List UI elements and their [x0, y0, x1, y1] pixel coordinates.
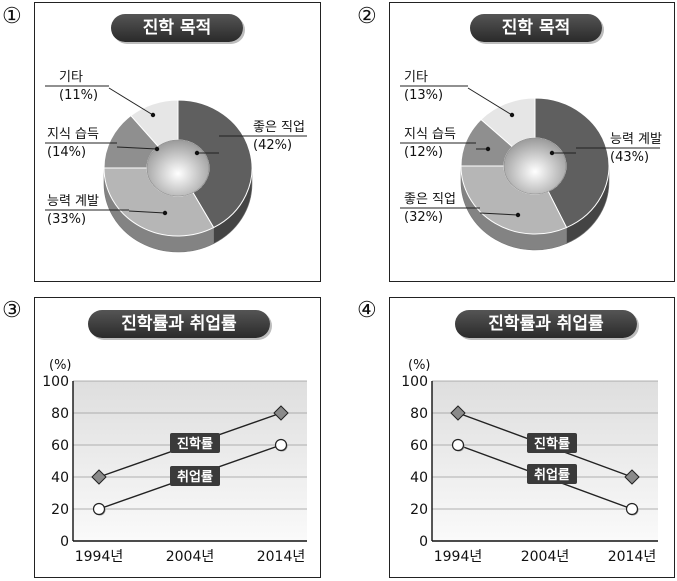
slice-label-0: 좋은 직업 [253, 120, 305, 135]
data-point-circle-1-1 [274, 438, 288, 452]
donut-hole [503, 137, 567, 195]
y-tick-label-40: 40 [51, 470, 69, 486]
y-tick-label-20: 20 [410, 502, 428, 518]
slice-label-2: 지식 습득 [404, 127, 456, 142]
leader-dot-2 [485, 146, 491, 152]
x-tick-label-1: 2004년 [521, 549, 570, 565]
series-label-box-0 [170, 433, 220, 453]
slice-percent-1: (33%) [47, 212, 86, 227]
slice-percent-2: (14%) [47, 145, 86, 160]
leader-line-3 [108, 87, 154, 116]
y-tick-label-80: 80 [410, 406, 428, 422]
slice-label-1: 능력 계발 [47, 194, 99, 209]
option-marker-1: ① [2, 4, 22, 29]
data-point-diamond-0-0 [450, 405, 466, 421]
leader-dot-3 [150, 112, 156, 118]
chart-title: 진학 목적 [470, 14, 602, 42]
leader-dot-1 [515, 212, 521, 218]
panel-1-pie: 진학 목적 좋은 직업 (42%) 능력 계발 (33%) 지식 습득 (14%) 기타 (1… [34, 2, 321, 282]
leader-line-1 [479, 212, 519, 216]
data-point-diamond-0-1 [624, 469, 640, 485]
series-label-1: 취업률 [534, 467, 570, 483]
panel-2-pie: 진학 목적 능력 계발 (43%) 좋은 직업 (32%) 지식 습득 (12%) 기타 (1… [389, 2, 675, 282]
slice-percent-3: (11%) [59, 88, 98, 103]
y-tick-label-80: 80 [51, 406, 69, 422]
x-tick-label-2: 2014년 [257, 549, 306, 565]
leader-line-2 [116, 146, 158, 150]
leader-line-1 [128, 210, 166, 214]
series-label-1: 취업률 [177, 469, 213, 485]
donut-chart: 좋은 직업 (42%) 능력 계발 (33%) 지식 습득 (14%) 기타 (11%) [45, 70, 307, 253]
y-tick-label-60: 60 [410, 438, 428, 454]
leader-dot-0 [194, 150, 200, 156]
data-point-circle-1-0 [451, 438, 465, 452]
x-tick-label-1: 2004년 [166, 549, 215, 565]
slice-label-2: 지식 습득 [47, 127, 99, 142]
y-tick-label-40: 40 [410, 470, 428, 486]
panel-3-line: 진학률과 취업률 0 20 40 60 80 100 (%) 1994년 2004년 2014년 진… [34, 297, 321, 578]
slice-percent-1: (32%) [404, 210, 443, 225]
y-tick-label-0: 0 [60, 534, 69, 550]
series-label-0: 진학률 [534, 436, 570, 452]
chart-title: 진학 목적 [111, 14, 243, 42]
slice-label-3: 기타 [59, 70, 83, 85]
y-tick-label-60: 60 [51, 438, 69, 454]
slice-percent-0: (43%) [610, 150, 649, 165]
series-label-box-1 [527, 464, 577, 484]
y-axis-unit: (%) [49, 358, 72, 373]
y-tick-label-0: 0 [419, 534, 428, 550]
data-point-circle-1-0 [92, 502, 106, 516]
slice-percent-0: (42%) [253, 138, 292, 153]
series-label-0: 진학률 [177, 436, 213, 452]
slice-label-1: 좋은 직업 [404, 192, 456, 207]
series-label-box-0 [527, 433, 577, 453]
x-tick-label-0: 1994년 [434, 549, 483, 565]
leader-line-3 [467, 87, 513, 116]
y-tick-label-100: 100 [42, 374, 69, 390]
slice-label-0: 능력 계발 [610, 132, 662, 147]
series-label-box-1 [170, 466, 220, 486]
slice-label-3: 기타 [404, 70, 428, 85]
y-tick-label-100: 100 [401, 374, 428, 390]
data-point-diamond-0-0 [91, 469, 107, 485]
x-tick-label-0: 1994년 [75, 549, 124, 565]
donut-chart: 능력 계발 (43%) 좋은 직업 (32%) 지식 습득 (12%) 기타 (13%) [400, 70, 662, 251]
option-marker-3: ③ [2, 298, 22, 323]
donut-hole [146, 139, 210, 197]
leader-dot-2 [154, 146, 160, 152]
leader-dot-0 [549, 150, 555, 156]
option-marker-2: ② [357, 4, 377, 29]
data-point-circle-1-1 [625, 502, 639, 516]
slice-percent-2: (12%) [404, 145, 443, 160]
leader-dot-3 [509, 112, 515, 118]
leader-dot-1 [162, 210, 168, 216]
chart-title: 진학률과 취업률 [455, 310, 637, 338]
panel-4-line: 진학률과 취업률 0 20 40 60 80 100 (%) 1994년 2004년 2014년 진… [389, 297, 675, 578]
y-tick-label-20: 20 [51, 502, 69, 518]
x-tick-label-2: 2014년 [608, 549, 657, 565]
data-point-diamond-0-1 [273, 405, 289, 421]
plot-area [432, 381, 658, 541]
y-axis-unit: (%) [408, 358, 431, 373]
chart-title: 진학률과 취업률 [88, 310, 270, 338]
option-marker-4: ④ [357, 298, 377, 323]
plot-area [73, 381, 307, 541]
slice-percent-3: (13%) [404, 88, 443, 103]
